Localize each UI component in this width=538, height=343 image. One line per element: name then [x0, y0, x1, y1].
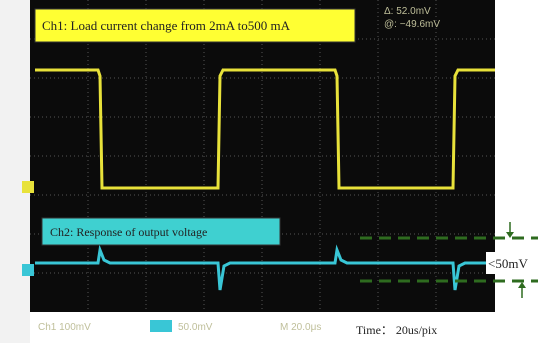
readout-at: @: −49.6mV: [384, 19, 440, 30]
ch1-label: Ch1: Load current change from 2mA to500 …: [42, 18, 291, 33]
ch1-marker: [22, 181, 34, 193]
timebase-label: Time： 20us/pix: [356, 323, 437, 337]
ch2-marker: [22, 264, 34, 276]
left-margin: [0, 0, 30, 343]
ch1-scale: Ch1 100mV: [38, 322, 91, 333]
time-scale: M 20.0μs: [280, 322, 321, 333]
ripple-label: <50mV: [488, 256, 528, 271]
ch2-scale-tag: [150, 320, 172, 332]
ch2-scale: 50.0mV: [178, 322, 213, 333]
readout-delta: Δ: 52.0mV: [384, 6, 431, 17]
arrow-up-head: [518, 282, 526, 288]
scope-screenshot: Ch1: Load current change from 2mA to500 …: [0, 0, 538, 343]
ch2-label: Ch2: Response of output voltage: [50, 225, 207, 239]
